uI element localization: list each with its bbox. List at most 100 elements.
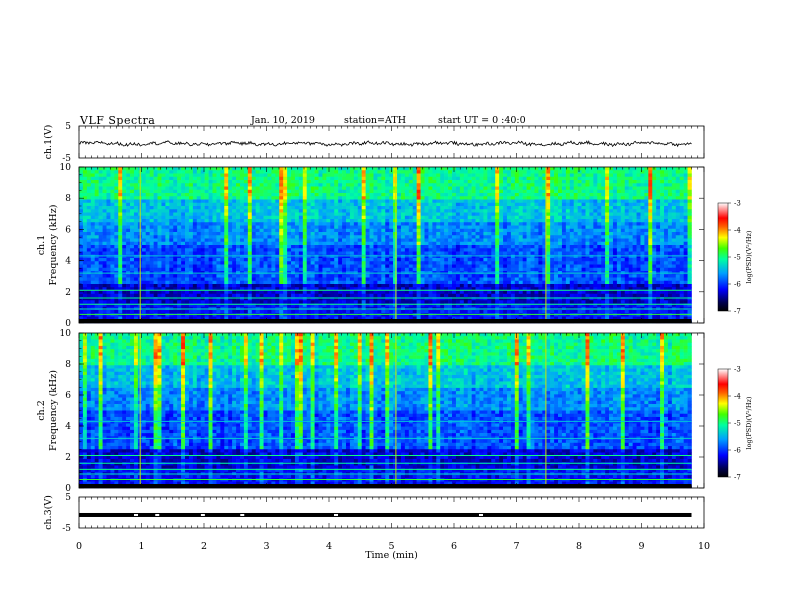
spectrogram-cell	[334, 202, 339, 207]
spectrogram-cell	[130, 241, 135, 246]
spectrogram-cell	[342, 248, 347, 252]
spectrogram-cell	[294, 173, 300, 178]
spectrogram-cell	[644, 170, 649, 174]
spectrogram-cell	[82, 251, 88, 256]
spectrogram-cell	[369, 267, 374, 272]
spectrogram-cell	[581, 202, 586, 207]
spectrogram-cell	[365, 264, 370, 269]
spectrogram-cell	[620, 186, 626, 191]
spectrogram-cell	[589, 186, 594, 191]
spectrogram-cell	[475, 241, 480, 246]
spectrogram-cell	[459, 235, 465, 239]
spectrogram-cell	[616, 254, 622, 259]
spectrogram-cell	[444, 206, 449, 210]
spectrogram-cell	[302, 180, 308, 184]
spectrogram-cell	[130, 248, 135, 252]
spectrogram-cell	[118, 232, 123, 236]
spectrogram-cell	[161, 228, 166, 233]
spectrogram-cell	[675, 206, 681, 210]
spectrogram-cell	[609, 232, 614, 236]
spectrogram-cell	[550, 183, 555, 187]
spectrogram-cell	[330, 267, 335, 272]
spectrogram-cell	[397, 245, 402, 249]
spectrogram-cell	[616, 261, 622, 265]
spectrogram-cell	[656, 238, 661, 243]
spectrogram-cell	[283, 251, 288, 256]
spectrogram-cell	[275, 264, 280, 269]
spectrogram-cell	[656, 193, 661, 197]
spectrogram-cell	[404, 258, 410, 262]
spectrogram-cell	[510, 167, 516, 171]
spectrogram-cell	[177, 180, 182, 184]
spectrogram-cell	[487, 241, 492, 246]
spectrogram-cell	[612, 251, 618, 256]
spectrogram-cell	[483, 225, 488, 230]
spectrogram-cell	[550, 258, 555, 262]
spectrogram-cell	[389, 228, 394, 233]
spectrogram-cell	[361, 248, 366, 252]
spectrogram-cell	[393, 183, 398, 187]
spectrogram-cell	[420, 264, 425, 269]
spectrogram-cell	[471, 241, 476, 246]
spectrogram-cell	[440, 206, 445, 210]
spectrogram-cell	[467, 183, 472, 187]
spectrogram-cell	[102, 222, 107, 226]
spectrogram-cell	[122, 225, 127, 230]
spectrogram-cell	[330, 180, 335, 184]
spectrogram-cell	[385, 248, 390, 252]
spectrogram-cell	[342, 251, 347, 256]
spectrogram-cell	[133, 267, 139, 272]
spectrogram-cell	[306, 186, 311, 191]
spectrogram-cell	[475, 186, 480, 191]
spectrogram-cell	[318, 176, 323, 181]
spectrogram-cell	[452, 248, 457, 252]
spectrogram-cell	[585, 199, 590, 204]
spectrogram-cell	[632, 209, 637, 213]
spectrogram-cell	[212, 267, 217, 272]
spectrogram-cell	[357, 232, 362, 236]
spectrogram-cell	[381, 183, 386, 187]
spectrogram-cell	[491, 180, 496, 184]
spectrogram-cell	[259, 258, 264, 262]
spectrogram-cell	[428, 248, 433, 252]
spectrogram-cell	[82, 170, 88, 174]
spectrogram-cell	[424, 209, 429, 213]
spectrogram-cell	[640, 180, 645, 184]
spectrogram-cell	[326, 222, 331, 226]
spectrogram-cell	[471, 196, 476, 200]
spectrogram-cell	[389, 258, 394, 262]
spectrogram-cell	[495, 232, 500, 236]
spectrogram-cell	[291, 245, 296, 249]
spectrogram-cell	[369, 193, 374, 197]
spectrogram-cell	[534, 225, 539, 230]
spectrogram-cell	[444, 267, 449, 272]
spectrogram-cell	[671, 222, 677, 226]
spectrogram-cell	[145, 232, 150, 236]
spectrogram-cell	[675, 235, 681, 239]
spectrogram-cell	[506, 189, 512, 194]
spectrogram-cell	[569, 196, 575, 200]
spectrogram-cell	[291, 186, 296, 191]
spectrogram-cell	[593, 173, 598, 178]
spectrogram-cell	[593, 267, 598, 272]
spectrogram-cell	[216, 245, 221, 249]
spectrogram-cell	[86, 228, 92, 233]
spectrogram-cell	[255, 241, 260, 246]
spectrogram-cell	[573, 202, 578, 207]
spectrogram-cell	[393, 186, 398, 191]
spectrogram-cell	[648, 176, 653, 181]
spectrogram-cell	[291, 254, 296, 259]
spectrogram-cell	[397, 222, 402, 226]
spectrogram-cell	[432, 170, 437, 174]
spectrogram-cell	[393, 248, 398, 252]
spectrogram-cell	[632, 183, 637, 187]
spectrogram-cell	[82, 176, 88, 181]
spectrogram-cell	[542, 189, 547, 194]
spectrogram-cell	[597, 186, 602, 191]
spectrogram-cell	[420, 212, 425, 217]
spectrogram-cell	[200, 222, 205, 226]
spectrogram-cell	[561, 248, 567, 252]
spectrogram-cell	[373, 222, 378, 226]
spectrogram-cell	[675, 167, 681, 171]
